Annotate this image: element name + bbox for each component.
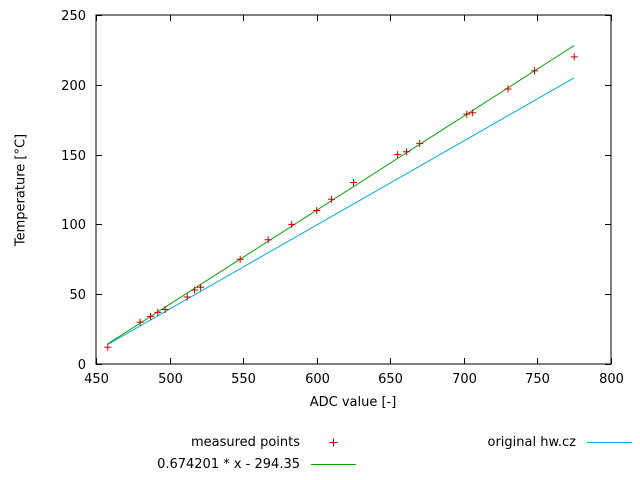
measured-point [196, 283, 204, 291]
x-tick-label: 450 [84, 372, 109, 387]
measured-point [104, 343, 112, 351]
legend-item-fit: 0.674201 * x - 294.35 [105, 456, 361, 472]
plus-marker-swatch [306, 436, 361, 449]
y-tick-label: 0 [78, 358, 86, 373]
fit-line-icon [311, 463, 356, 465]
measured-point [402, 148, 410, 156]
y-tick-label: 200 [61, 79, 86, 94]
x-tick-label: 550 [231, 372, 256, 387]
fit-line [107, 45, 575, 345]
y-tick-label: 250 [61, 9, 86, 24]
y-axis-label: Temperature [°C] [13, 133, 29, 247]
original-line-swatch [582, 441, 637, 443]
x-axis-label: ADC value [-] [309, 395, 397, 410]
legend-label-original: original hw.cz [487, 434, 576, 450]
y-tick-label: 50 [69, 288, 86, 303]
measured-point [416, 139, 424, 147]
x-tick-label: 500 [158, 372, 183, 387]
measured-point [264, 236, 272, 244]
measured-point [146, 313, 154, 321]
y-tick-label: 100 [61, 218, 86, 233]
measured-point [350, 179, 357, 187]
measured-point [469, 109, 477, 117]
measured-point [183, 293, 191, 301]
measured-point [191, 286, 199, 294]
x-tick-label: 750 [525, 372, 550, 387]
fit-line-swatch [306, 463, 361, 465]
measured-point [154, 308, 162, 316]
plot-border [95, 14, 612, 365]
measured-point [136, 318, 144, 326]
measured-point [530, 67, 538, 75]
original-line [107, 77, 575, 345]
measured-point [236, 255, 244, 263]
original-line-icon [587, 441, 632, 443]
x-tick-label: 600 [305, 372, 330, 387]
y-tick-label: 150 [61, 149, 86, 164]
legend-label-measured: measured points [190, 434, 300, 450]
measured-point [327, 195, 335, 203]
measured-point [288, 220, 296, 228]
x-tick-label: 650 [378, 372, 403, 387]
legend-item-original: original hw.cz [407, 434, 637, 450]
x-tick-label: 700 [452, 372, 477, 387]
x-tick-label: 800 [599, 372, 624, 387]
measured-point [504, 85, 512, 93]
measured-point [161, 306, 169, 314]
measured-point [570, 53, 578, 61]
legend-item-measured: measured points [105, 434, 361, 450]
measured-point [394, 151, 402, 159]
plus-marker-icon [329, 438, 338, 446]
legend-label-fit: 0.674201 * x - 294.35 [157, 456, 300, 472]
measured-point [463, 110, 471, 118]
measured-point [313, 206, 321, 214]
